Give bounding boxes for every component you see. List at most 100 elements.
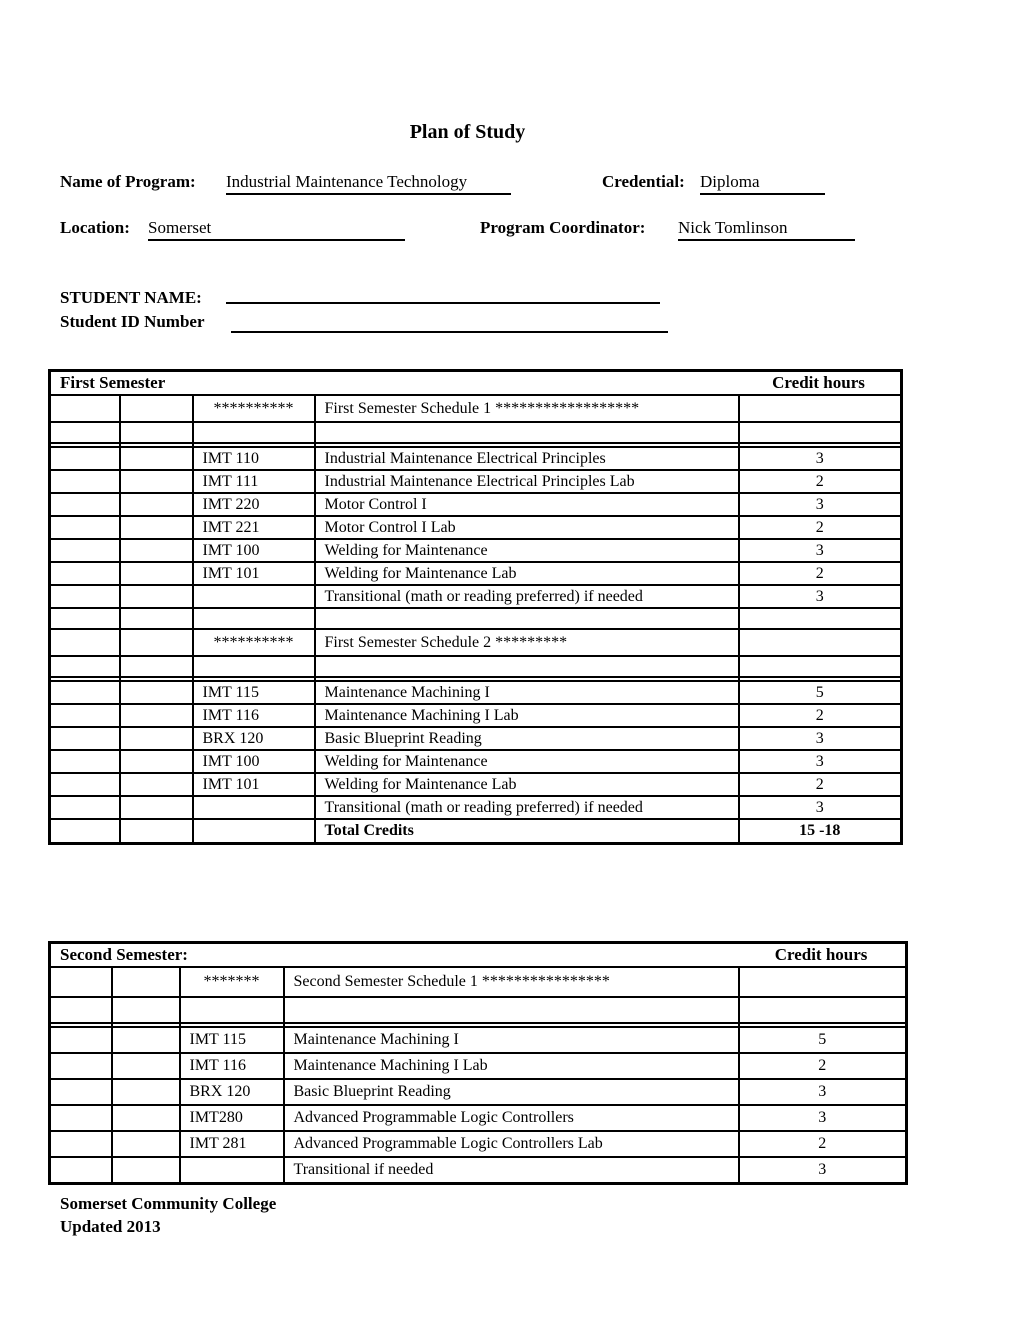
cell-course-title: Maintenance Machining I Lab (282, 1052, 740, 1080)
student-name-label: STUDENT NAME: (60, 288, 202, 307)
cell-course-title: Welding for Maintenance (313, 749, 740, 774)
cell-course-code: IMT 101 (191, 561, 316, 586)
cell-course-title (313, 442, 740, 448)
cell-course-title: Maintenance Machining I (313, 680, 740, 705)
cell-course-code: ********** (191, 394, 316, 423)
cell-blank (110, 1104, 181, 1132)
cell-credit-hours (737, 676, 903, 682)
cell-blank (118, 515, 194, 540)
coordinator-label: Program Coordinator: (480, 218, 646, 237)
cell-course-title: Welding for Maintenance Lab (313, 772, 740, 797)
table-row-course: IMT 221 Motor Control I Lab 2 (48, 515, 903, 540)
cell-credit-hours: 3 (737, 749, 903, 774)
table-row-course: IMT 116 Maintenance Machining I Lab 2 (48, 1052, 908, 1080)
cell-credit-hours (737, 655, 903, 678)
table-row-empty (48, 421, 903, 444)
program-line: Name of Program: Industrial Maintenance … (0, 172, 1020, 200)
table-row-course: IMT280 Advanced Programmable Logic Contro… (48, 1104, 908, 1132)
cell-course-code (178, 996, 285, 1024)
location-line: Location: Somerset Program Coordinator: … (0, 218, 1020, 246)
cell-course-title: Industrial Maintenance Electrical Princi… (313, 446, 740, 471)
location-label: Location: (60, 218, 130, 237)
cell-course-title: Maintenance Machining I Lab (313, 703, 740, 728)
table-row-spacer (48, 676, 903, 682)
cell-credit-hours: 2 (737, 1052, 908, 1080)
cell-credit-hours: 5 (737, 680, 903, 705)
cell-blank (110, 1022, 181, 1028)
table-row-course: IMT 101 Welding for Maintenance Lab 2 (48, 561, 903, 586)
cell-blank (48, 421, 121, 444)
cell-blank (48, 680, 121, 705)
table-row-course: Transitional if needed 3 (48, 1156, 908, 1185)
cell-course-title: Basic Blueprint Reading (313, 726, 740, 751)
cell-course-title: First Semester Schedule 2 ********* (313, 628, 740, 657)
cell-course-code (178, 1156, 285, 1185)
cell-blank (118, 726, 194, 751)
cell-blank (48, 703, 121, 728)
cell-credit-hours: 5 (737, 1026, 908, 1054)
cell-blank (118, 628, 194, 657)
cell-credit-hours (737, 1022, 908, 1028)
cell-credit-hours (737, 966, 908, 998)
cell-credit-hours: 3 (737, 538, 903, 563)
footer-updated: Updated 2013 (60, 1217, 161, 1236)
cell-course-title (313, 607, 740, 630)
location-value-blank: Somerset (148, 218, 405, 241)
coordinator-value-blank: Nick Tomlinson (678, 218, 855, 241)
cell-credit-hours: 2 (737, 469, 903, 494)
table-row-total: Total Credits 15 -18 (48, 818, 903, 845)
first-semester-table: First Semester Credit hours ********** Fi… (48, 369, 904, 845)
cell-course-title: Transitional (math or reading preferred)… (313, 584, 740, 609)
cell-course-code: IMT 115 (178, 1026, 285, 1054)
cell-credit-hours (737, 442, 903, 448)
table-row-spacer (48, 1022, 908, 1028)
cell-course-code: ********** (191, 628, 316, 657)
cell-credit-hours: 3 (737, 726, 903, 751)
cell-course-title (313, 421, 740, 444)
cell-course-code: IMT 100 (191, 749, 316, 774)
cell-course-title: Advanced Programmable Logic Controllers (282, 1104, 740, 1132)
student-id-label: Student ID Number (60, 312, 205, 331)
cell-course-title: Total Credits (313, 818, 740, 845)
cell-course-title: Motor Control I Lab (313, 515, 740, 540)
cell-course-code (191, 655, 316, 678)
cell-blank (48, 446, 121, 471)
cell-course-code: IMT 116 (178, 1052, 285, 1080)
table-row-schedule: ********** First Semester Schedule 1 ****… (48, 394, 903, 423)
first-semester-credit-hours-label: Credit hours (772, 373, 865, 392)
table-row-course: IMT 100 Welding for Maintenance 3 (48, 538, 903, 563)
cell-course-code (178, 1022, 285, 1028)
cell-course-code: IMT 281 (178, 1130, 285, 1158)
cell-credit-hours: 3 (737, 1156, 908, 1185)
cell-course-code (191, 818, 316, 845)
cell-blank (48, 1130, 113, 1158)
cell-course-title: Advanced Programmable Logic Controllers … (282, 1130, 740, 1158)
cell-credit-hours: 15 -18 (737, 818, 903, 845)
table-row-empty (48, 607, 903, 630)
cell-blank (48, 676, 121, 682)
cell-blank (48, 818, 121, 845)
table-row-schedule: ********** First Semester Schedule 2 ****… (48, 628, 903, 657)
cell-course-title (313, 676, 740, 682)
cell-blank (48, 442, 121, 448)
cell-credit-hours: 3 (737, 584, 903, 609)
cell-course-code: IMT 115 (191, 680, 316, 705)
cell-blank (110, 996, 181, 1024)
table-row-spacer (48, 442, 903, 448)
cell-blank (110, 1052, 181, 1080)
table-row-course: IMT 110 Industrial Maintenance Electrical… (48, 446, 903, 471)
cell-course-title: Welding for Maintenance (313, 538, 740, 563)
cell-blank (48, 561, 121, 586)
cell-course-title: Industrial Maintenance Electrical Princi… (313, 469, 740, 494)
second-semester-header-cell: Second Semester: Credit hours (48, 941, 908, 968)
cell-blank (48, 1104, 113, 1132)
cell-blank (118, 772, 194, 797)
cell-course-code (191, 584, 316, 609)
cell-blank (48, 584, 121, 609)
cell-course-code (191, 607, 316, 630)
table-row-course: Transitional (math or reading preferred)… (48, 584, 903, 609)
cell-course-code: IMT 220 (191, 492, 316, 517)
cell-blank (48, 749, 121, 774)
